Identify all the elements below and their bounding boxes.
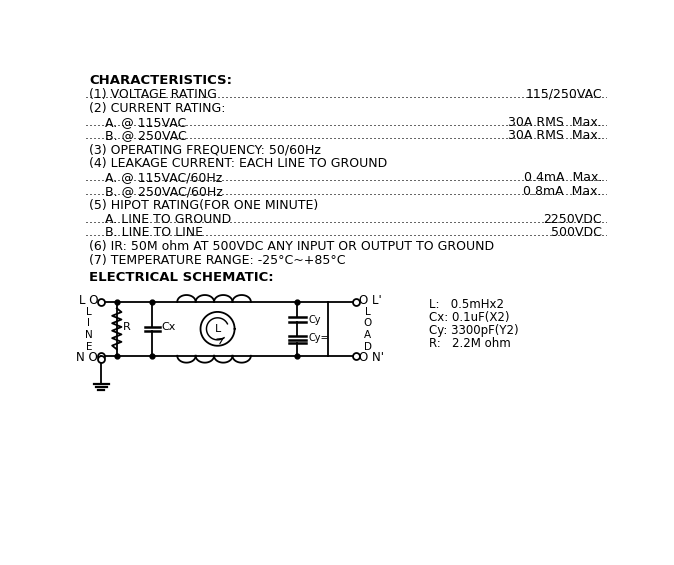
Text: I: I <box>88 319 90 328</box>
Text: N: N <box>85 331 93 340</box>
Text: (6) IR: 50M ohm AT 500VDC ANY INPUT OR OUTPUT TO GROUND: (6) IR: 50M ohm AT 500VDC ANY INPUT OR O… <box>89 240 494 253</box>
Text: B. @ 250VAC/60Hz: B. @ 250VAC/60Hz <box>89 185 222 198</box>
Text: A. @ 115VAC/60Hz: A. @ 115VAC/60Hz <box>89 171 222 184</box>
Text: R: R <box>123 322 131 332</box>
Text: (4) LEAKAGE CURRENT: EACH LINE TO GROUND: (4) LEAKAGE CURRENT: EACH LINE TO GROUND <box>89 157 387 170</box>
Text: B. @ 250VAC: B. @ 250VAC <box>89 129 187 142</box>
Text: E: E <box>86 342 92 352</box>
Text: Cy: Cy <box>308 315 321 325</box>
Text: (2) CURRENT RATING:: (2) CURRENT RATING: <box>89 102 225 115</box>
Text: 500VDC: 500VDC <box>551 227 602 240</box>
Text: (3) OPERATING FREQUENCY: 50/60Hz: (3) OPERATING FREQUENCY: 50/60Hz <box>89 144 321 157</box>
Text: ................................................................................: ........................................… <box>0 171 674 184</box>
Text: A. @ 115VAC: A. @ 115VAC <box>89 115 186 129</box>
Text: ................................................................................: ........................................… <box>0 185 674 198</box>
Text: A: A <box>365 331 371 340</box>
Text: D: D <box>364 342 372 352</box>
Text: CHARACTERISTICS:: CHARACTERISTICS: <box>89 74 232 87</box>
Text: L O: L O <box>79 294 98 307</box>
Text: Cx: 0.1uF(X2): Cx: 0.1uF(X2) <box>429 311 510 324</box>
Text: N O: N O <box>76 351 98 364</box>
Text: 0.8mA  Max.: 0.8mA Max. <box>524 185 602 198</box>
Text: L:   0.5mHx2: L: 0.5mHx2 <box>429 298 504 311</box>
Text: O: O <box>364 319 372 328</box>
Text: L: L <box>214 324 220 334</box>
Text: B. LINE TO LINE: B. LINE TO LINE <box>89 227 203 240</box>
Text: (1) VOLTAGE RATING: (1) VOLTAGE RATING <box>89 88 217 101</box>
Text: Cx: Cx <box>162 322 176 332</box>
Text: O N': O N' <box>359 351 384 364</box>
Text: A. LINE TO GROUND: A. LINE TO GROUND <box>89 212 231 225</box>
Text: (5) HIPOT RATING(FOR ONE MINUTE): (5) HIPOT RATING(FOR ONE MINUTE) <box>89 199 318 212</box>
Text: ................................................................................: ........................................… <box>0 212 674 225</box>
Text: 2250VDC: 2250VDC <box>543 212 602 225</box>
Text: ................................................................................: ........................................… <box>0 115 674 129</box>
Text: 30A RMS  Max.: 30A RMS Max. <box>508 129 602 142</box>
Text: ................................................................................: ........................................… <box>0 227 674 240</box>
Text: (7) TEMPERATURE RANGE: -25°C~+85°C: (7) TEMPERATURE RANGE: -25°C~+85°C <box>89 254 345 267</box>
Text: L: L <box>86 307 92 316</box>
Text: Cy: 3300pF(Y2): Cy: 3300pF(Y2) <box>429 324 519 337</box>
Text: O L': O L' <box>359 294 381 307</box>
Text: ................................................................................: ........................................… <box>0 129 674 142</box>
Text: L: L <box>365 307 371 316</box>
Text: 0.4mA  Max.: 0.4mA Max. <box>524 171 602 184</box>
Text: ................................................................................: ........................................… <box>0 88 674 101</box>
Text: ELECTRICAL SCHEMATIC:: ELECTRICAL SCHEMATIC: <box>89 271 274 284</box>
Text: 115/250VAC: 115/250VAC <box>525 88 602 101</box>
Text: R:   2.2M ohm: R: 2.2M ohm <box>429 337 511 350</box>
Text: 30A RMS  Max.: 30A RMS Max. <box>508 115 602 129</box>
Text: Cy=: Cy= <box>308 333 329 343</box>
